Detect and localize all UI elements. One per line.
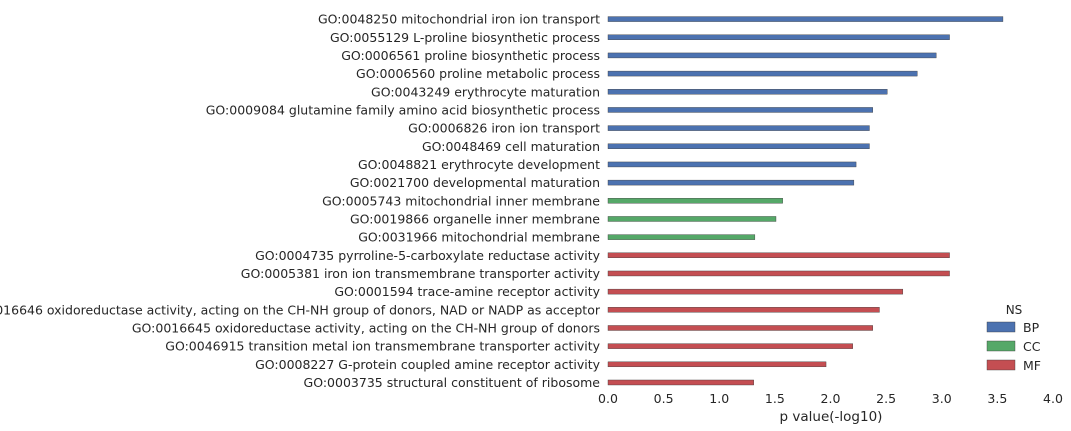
category-label: GO:0009084 glutamine family amino acid b… [206,102,600,117]
category-label: GO:0004735 pyrroline-5-carboxylate reduc… [255,248,601,263]
category-label: GO:0031966 mitochondrial membrane [358,230,600,245]
x-tick-label: 1.0 [709,391,729,406]
category-label: GO:0048821 erythrocyte development [358,157,600,172]
category-label: GO:0016645 oxidoreductase activity, acti… [132,320,600,335]
category-label: GO:0008227 G-protein coupled amine recep… [255,357,601,372]
category-label: GO:0001594 trace-amine receptor activity [334,284,600,299]
category-label: GO:0006560 proline metabolic process [356,66,600,81]
bar-cc [607,198,783,204]
category-label: GO:0055129 L-proline biosynthetic proces… [330,30,600,45]
x-tick-label: 1.5 [765,391,785,406]
category-label: GO:0046915 transition metal ion transmem… [165,339,600,354]
x-tick-label: 3.0 [932,391,952,406]
x-tick-label: 0.5 [654,391,674,406]
category-label: GO:0021700 developmental maturation [350,175,600,190]
bar-mf [607,270,950,277]
bar-cc [607,216,777,222]
legend-label-cc: CC [1023,339,1041,354]
x-tick-labels: 0.0 0.5 1.0 1.5 2.0 2.5 3.0 3.5 4.0 [598,391,1063,406]
bars-group [607,16,1004,386]
bar-mf [607,288,904,295]
bar-bp [607,125,870,131]
bar-mf [607,252,950,258]
legend-label-mf: MF [1023,358,1041,373]
category-label: GO:0006826 iron ion transport [408,121,600,136]
x-tick-label: 0.0 [598,391,618,406]
bar-bp [607,161,857,168]
x-tick-label: 3.5 [987,391,1007,406]
legend-swatch-cc [986,340,1016,352]
bar-mf [607,307,880,313]
category-label: GO:0019866 organelle inner membrane [350,211,600,226]
bar-cc [607,234,756,240]
legend-title: NS [1006,303,1023,317]
category-label: GO:0005381 iron ion transmembrane transp… [241,266,601,281]
category-label: GO:0048469 cell maturation [422,139,600,154]
bar-bp [607,16,1004,22]
legend-swatch-mf [986,359,1016,371]
bar-mf [607,325,873,331]
bar-bp [607,70,918,77]
x-tick-label: 2.0 [821,391,841,406]
bar-bp [607,89,888,95]
bar-mf [607,343,853,349]
category-label: GO:0016646 oxidoreductase activity, acti… [0,302,601,317]
bar-bp [607,143,870,149]
bar-bp [607,52,937,59]
legend: NS BP CC MF [986,303,1041,373]
bar-mf [607,361,827,368]
category-label: GO:0005743 mitochondrial inner membrane [322,193,600,208]
bar-bp [607,179,855,186]
x-axis-title: p value(-log10) [780,409,883,425]
bar-bp [607,107,873,113]
category-label: GO:0043249 erythrocyte maturation [371,84,600,99]
x-tick-label: 4.0 [1043,391,1063,406]
bar-mf [607,379,754,386]
bar-bp [607,34,950,40]
category-label: GO:0006561 proline biosynthetic process [341,48,600,63]
category-labels: GO:0048250 mitochondrial iron ion transp… [0,12,601,390]
x-tick-label: 2.5 [876,391,896,406]
category-label: GO:0048250 mitochondrial iron ion transp… [318,12,600,27]
legend-label-bp: BP [1023,320,1040,335]
legend-swatch-bp [986,321,1016,333]
category-label: GO:0003735 structural constituent of rib… [304,375,601,390]
